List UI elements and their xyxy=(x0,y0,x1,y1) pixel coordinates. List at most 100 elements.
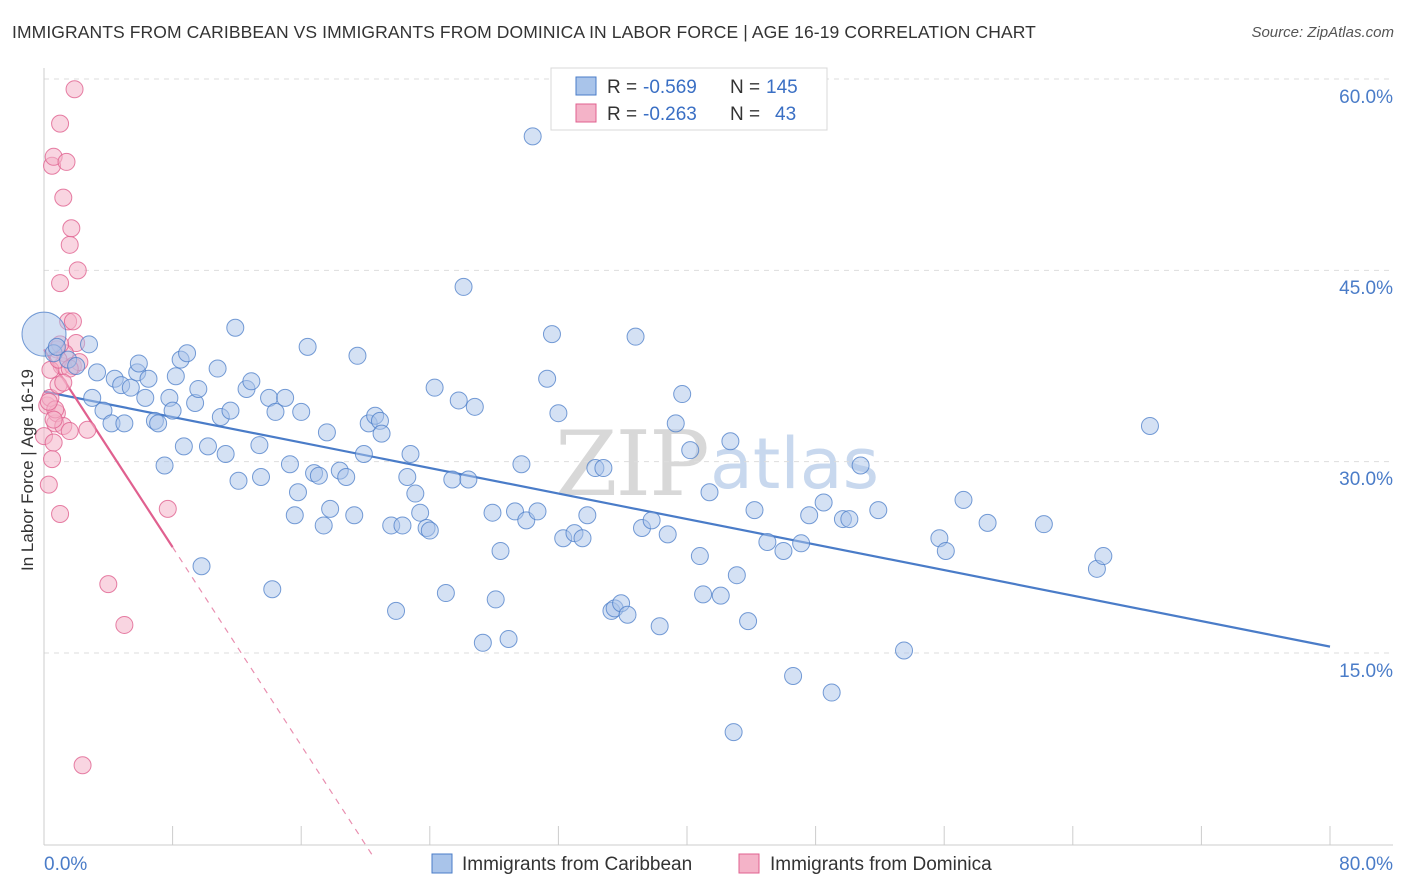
caribbean-point xyxy=(449,391,468,410)
caribbean-point xyxy=(681,441,700,460)
series-legend-swatch-dominica xyxy=(738,853,760,874)
series-legend: Immigrants from Caribbean Immigrants fro… xyxy=(431,853,992,875)
source-label: Source: ZipAtlas.com xyxy=(1251,24,1394,41)
caribbean-point xyxy=(499,629,518,648)
caribbean-point xyxy=(954,490,973,509)
caribbean-point xyxy=(317,423,336,442)
dominica-point xyxy=(60,422,79,441)
caribbean-point xyxy=(1034,515,1053,534)
caribbean-point xyxy=(523,127,542,146)
caribbean-point xyxy=(739,612,758,631)
stats-legend-box xyxy=(550,67,828,131)
caribbean-point xyxy=(443,470,462,489)
caribbean-point xyxy=(459,470,478,489)
caribbean-point xyxy=(314,516,333,535)
legend-swatch-caribbean xyxy=(575,76,597,96)
caribbean-point xyxy=(840,510,859,529)
caribbean-point xyxy=(851,456,870,475)
gridlines xyxy=(44,78,1393,654)
dominica-point xyxy=(43,450,62,469)
caribbean-point xyxy=(285,506,304,525)
caribbean-point xyxy=(673,385,692,404)
caribbean-point xyxy=(727,566,746,585)
dominica-point xyxy=(39,392,58,411)
caribbean-point xyxy=(252,467,271,486)
caribbean-point xyxy=(88,363,107,382)
caribbean-point xyxy=(573,529,592,548)
y-tick-label-45: 45.0% xyxy=(1339,278,1393,299)
caribbean-point xyxy=(276,388,295,407)
caribbean-point xyxy=(288,483,307,502)
caribbean-point xyxy=(398,467,417,486)
caribbean-point xyxy=(542,325,561,344)
caribbean-point xyxy=(178,344,197,363)
caribbean-point xyxy=(512,455,531,474)
caribbean-point xyxy=(758,533,777,552)
caribbean-point xyxy=(814,493,833,512)
series-legend-swatch-caribbean xyxy=(431,853,453,874)
caribbean-point xyxy=(626,327,645,346)
caribbean-point xyxy=(694,585,713,604)
y-tick-label-30: 30.0% xyxy=(1339,469,1393,490)
series-legend-label-caribbean: Immigrants from Caribbean xyxy=(462,854,692,875)
dominica-point xyxy=(54,188,73,207)
caribbean-point xyxy=(1094,547,1113,566)
stats-legend: R = -0.569 N = 145 R = -0.263 N = 43 xyxy=(550,67,828,131)
caribbean-point xyxy=(129,354,148,373)
dominica-point xyxy=(63,312,82,331)
caribbean-point xyxy=(411,503,430,522)
caribbean-point xyxy=(149,414,168,433)
caribbean-point xyxy=(724,723,743,742)
caribbean-point xyxy=(292,402,311,421)
caribbean-point xyxy=(473,633,492,652)
watermark-atlas: atlas xyxy=(710,423,879,505)
dominica-point xyxy=(39,475,58,494)
caribbean-point xyxy=(155,456,174,475)
caribbean-point xyxy=(345,506,364,525)
caribbean-point xyxy=(549,404,568,423)
legend-n-value-dominica: 43 xyxy=(775,104,796,125)
dominica-point xyxy=(65,80,84,99)
caribbean-point xyxy=(486,590,505,609)
caribbean-point xyxy=(578,506,597,525)
caribbean-point xyxy=(198,437,217,456)
caribbean-point xyxy=(594,459,613,478)
caribbean-point xyxy=(115,414,134,433)
y-tick-label-15: 15.0% xyxy=(1339,661,1393,682)
caribbean-point xyxy=(895,641,914,660)
caribbean-point xyxy=(166,367,185,386)
caribbean-point xyxy=(1140,416,1159,435)
caribbean-point xyxy=(528,502,547,521)
caribbean-point xyxy=(538,369,557,388)
legend-r-label-dominica: R = xyxy=(607,104,637,125)
legend-r-value-caribbean: -0.569 xyxy=(643,77,697,98)
caribbean-point xyxy=(650,617,669,636)
dominica-point xyxy=(51,504,70,523)
caribbean-point xyxy=(420,521,439,540)
caribbean-point xyxy=(337,467,356,486)
caribbean-point xyxy=(690,547,709,566)
caribbean-point xyxy=(372,424,391,443)
caribbean-point xyxy=(94,401,113,420)
watermark-zip: ZIP xyxy=(555,412,708,517)
dominica-point xyxy=(68,261,87,280)
chart-title: IMMIGRANTS FROM CARIBBEAN VS IMMIGRANTS … xyxy=(12,22,1036,42)
caribbean-point xyxy=(465,397,484,416)
caribbean-point xyxy=(666,414,685,433)
x-tick-label-min: 0.0% xyxy=(44,854,87,875)
caribbean-point xyxy=(393,516,412,535)
caribbean-point xyxy=(745,501,764,520)
caribbean-point xyxy=(869,501,888,520)
caribbean-point xyxy=(822,683,841,702)
caribbean-point xyxy=(784,666,803,685)
caribbean-point xyxy=(700,483,719,502)
caribbean-point xyxy=(250,436,269,455)
dominica-point xyxy=(44,433,63,452)
caribbean-point xyxy=(83,388,102,407)
caribbean-point xyxy=(774,541,793,560)
caribbean-point xyxy=(321,499,340,518)
caribbean-point xyxy=(226,318,245,337)
y-axis-label: In Labor Force | Age 16-19 xyxy=(18,369,37,571)
caribbean-point xyxy=(711,586,730,605)
